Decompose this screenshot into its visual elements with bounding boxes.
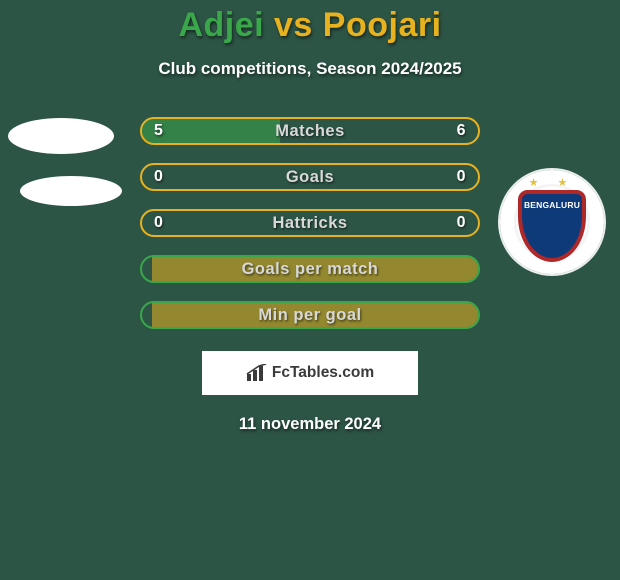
stat-row: Goals per match: [140, 255, 480, 283]
stat-left-value: 0: [154, 214, 163, 232]
subtitle: Club competitions, Season 2024/2025: [0, 59, 620, 79]
stat-right-value: 0: [457, 214, 466, 232]
attribution-box: FcTables.com: [202, 351, 418, 395]
stat-label: Hattricks: [272, 214, 347, 233]
attribution-text: FcTables.com: [272, 364, 374, 382]
title-left-player: Adjei: [178, 6, 264, 44]
left-club-logo-2: [20, 176, 122, 206]
datestamp: 11 november 2024: [0, 415, 620, 434]
page-title: Adjei vs Poojari: [0, 0, 620, 45]
stat-label: Matches: [275, 122, 345, 141]
stat-right-value: 6: [457, 122, 466, 140]
stat-label: Min per goal: [258, 306, 361, 325]
stat-left-value: 5: [154, 122, 163, 140]
left-club-logo-1: [8, 118, 114, 154]
stat-row: Min per goal: [140, 301, 480, 329]
stat-row: 5 6 Matches: [140, 117, 480, 145]
stat-left-value: 0: [154, 168, 163, 186]
crest-stars: ★ ★: [500, 176, 604, 189]
stat-label: Goals per match: [242, 260, 379, 279]
title-right-player: Poojari: [323, 6, 442, 44]
stat-row: 0 0 Goals: [140, 163, 480, 191]
stat-row: 0 0 Hattricks: [140, 209, 480, 237]
right-club-crest: ★ ★ BENGALURU: [500, 170, 604, 274]
stat-right-value: 0: [457, 168, 466, 186]
crest-label: BENGALURU: [500, 200, 604, 210]
stat-label: Goals: [286, 168, 334, 187]
bars-icon: [246, 364, 268, 382]
title-vs: vs: [264, 6, 323, 44]
